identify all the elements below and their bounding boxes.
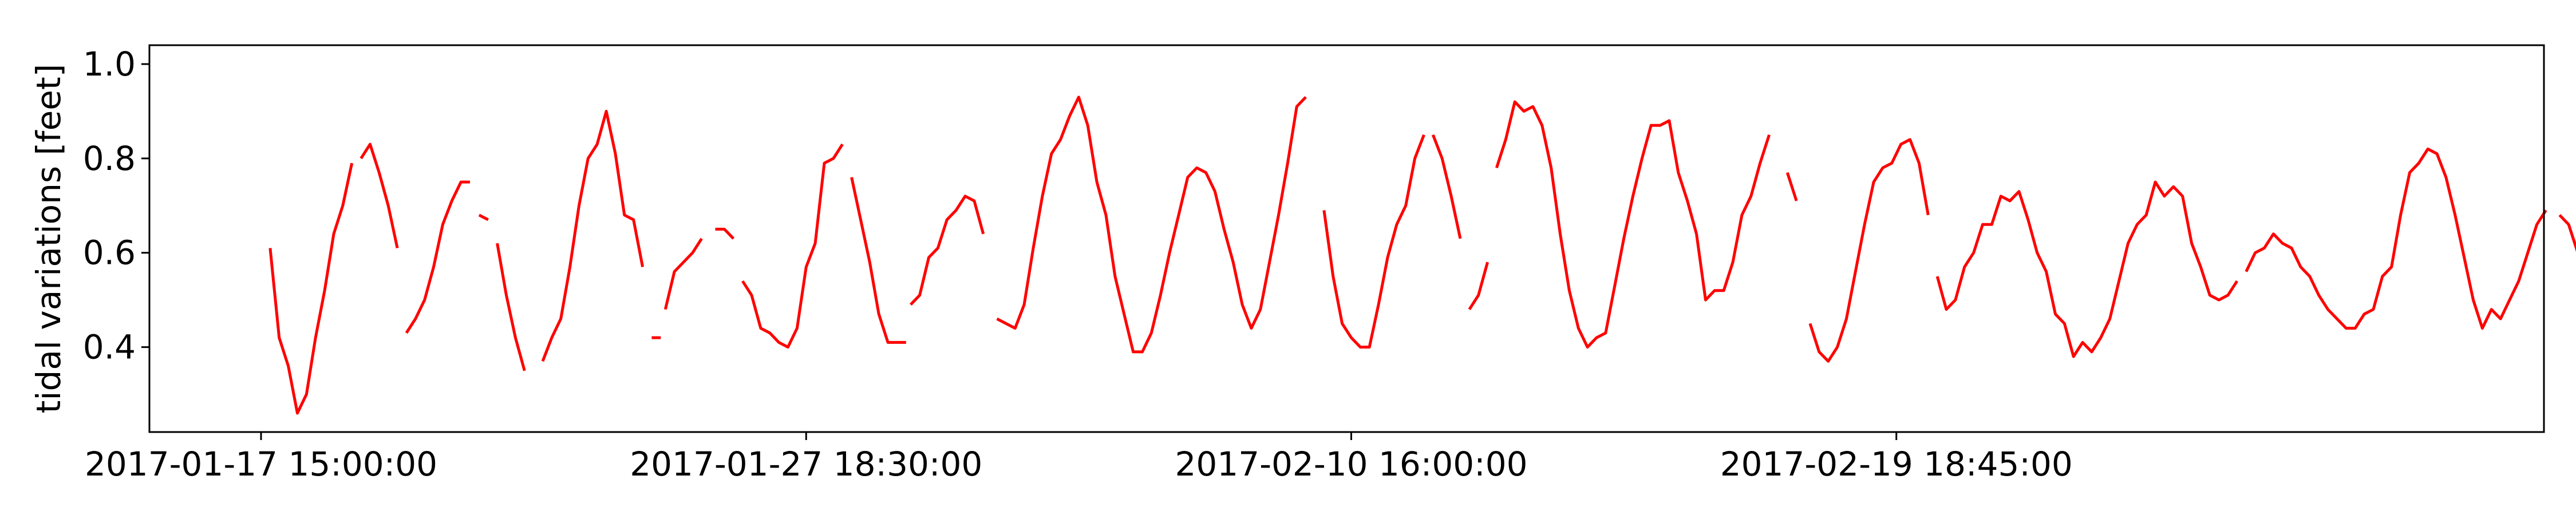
series-line-segment — [741, 143, 844, 349]
y-axis-label: tidal variations [feet] — [29, 64, 68, 414]
series-line-segment — [541, 109, 645, 362]
series-line-segment — [1431, 134, 1462, 239]
series-line-segment — [663, 237, 703, 310]
series-line-segment — [715, 228, 735, 240]
series-line-segment — [268, 163, 354, 415]
series-line-segment — [909, 195, 985, 306]
axes-frame — [148, 44, 2545, 433]
series-line-segment — [1935, 180, 2239, 358]
x-tick-label: 2017-01-27 18:30:00 — [630, 445, 982, 484]
y-axis: 0.4 0.6 0.8 1.0 — [83, 45, 149, 367]
y-tick-label: 0.8 — [83, 139, 136, 178]
series-line-segment — [478, 213, 489, 221]
y-tick-label: 0.6 — [83, 233, 136, 272]
series-line-segment — [1322, 134, 1425, 349]
series-line-segment — [1785, 172, 1798, 201]
series-line-segment — [1808, 138, 1930, 363]
x-tick-label: 2017-02-19 18:45:00 — [1720, 445, 2073, 484]
series-line-segment — [1468, 262, 1490, 311]
series-line-segment — [405, 180, 470, 334]
series-line-segment — [850, 177, 906, 344]
y-tick-label: 1.0 — [83, 45, 136, 84]
y-tick-label: 0.4 — [83, 328, 136, 367]
series-line-segment — [359, 142, 399, 249]
x-tick-label: 2017-01-17 15:00:00 — [85, 445, 437, 484]
series-line-segment — [2245, 147, 2547, 330]
series-line-segment — [496, 243, 526, 371]
series-line-segment — [996, 96, 1307, 354]
plot-area — [268, 96, 2576, 415]
x-tick-label: 2017-02-10 16:00:00 — [1175, 445, 1528, 484]
x-axis: 2017-01-17 15:00:00 2017-01-27 18:30:00 20… — [85, 432, 2073, 484]
series-line-segment — [1495, 100, 1771, 349]
series-line-segment — [2558, 214, 2576, 252]
